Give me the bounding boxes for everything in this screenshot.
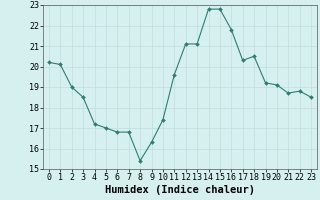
X-axis label: Humidex (Indice chaleur): Humidex (Indice chaleur) bbox=[105, 185, 255, 195]
